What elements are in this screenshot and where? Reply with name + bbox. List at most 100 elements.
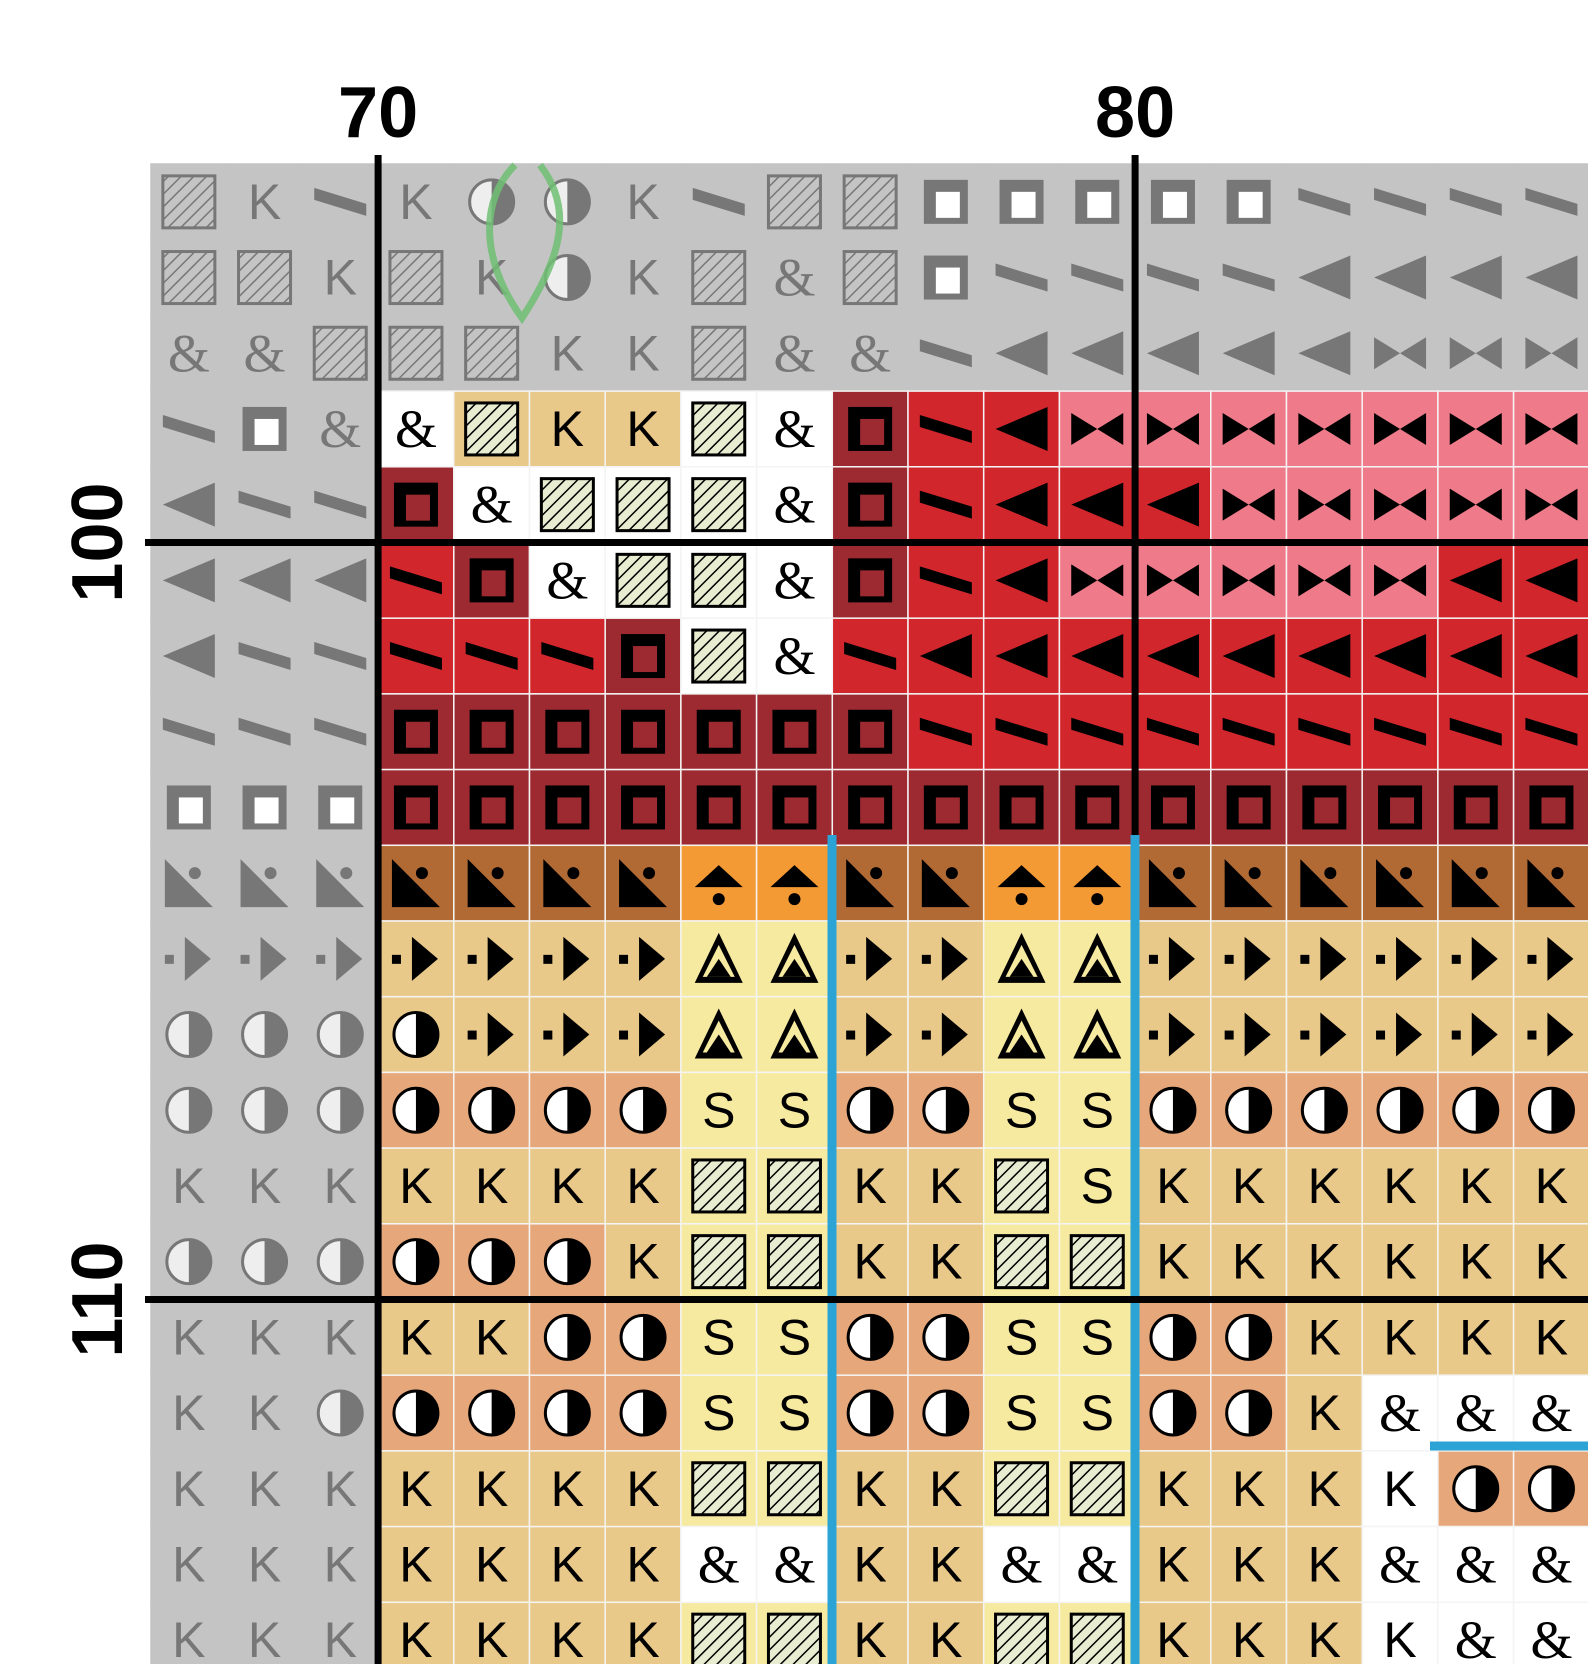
stitch-symbol [1449,634,1502,679]
cell-symbol: K [475,1158,508,1214]
stitch-symbol [1300,1012,1347,1057]
symbol-shape [238,490,291,519]
symbol-shape [691,401,747,457]
symbol-shape [1244,936,1271,981]
symbol-shape [238,558,291,603]
stitch-symbol [464,401,520,457]
stitch-symbol [848,785,893,830]
stitch-symbol [1225,1313,1273,1361]
symbol-shape [1300,1030,1310,1040]
symbol-shape [870,1315,893,1360]
stitch-symbol [691,552,747,608]
symbol-shape [340,867,353,880]
symbol-shape [870,1088,893,1133]
symbol-shape [788,893,801,906]
symbol-shape [1400,867,1413,880]
symbol-shape [1451,954,1461,964]
symbol-shape [340,1088,363,1133]
cell-symbol: K [172,1158,205,1214]
stitch-symbol [237,250,293,306]
symbol-shape [1146,331,1199,376]
cell-symbol: K [1156,1158,1189,1214]
symbol-shape [1015,893,1028,906]
stitch-symbol [464,325,520,381]
symbol-shape [1471,936,1498,981]
symbol-shape [1374,488,1401,521]
stitch-symbol [619,936,666,981]
symbol-shape [945,1315,968,1360]
stitch-symbol [1222,331,1275,376]
stitch-symbol [691,325,747,381]
cell-symbol: K [324,1461,357,1517]
symbol-shape [1376,859,1425,908]
stitch-symbol [621,634,666,679]
stitch-symbol [1224,936,1271,981]
cell-symbol: K [399,1309,432,1365]
cell-symbol: K [626,1612,659,1664]
symbol-shape [161,250,217,306]
symbol-shape [388,250,444,306]
stitch-symbol [1376,1086,1424,1134]
symbol-shape [1551,412,1578,445]
stitch-symbol [691,1158,747,1214]
stitch-symbol [1449,255,1502,300]
cell [1512,1147,1588,1225]
stitch-symbol [468,1389,516,1437]
symbol-shape [1224,859,1273,908]
symbol-shape [860,721,885,748]
stitch-symbol [694,865,743,906]
stitch-symbol [166,785,211,830]
column-label: 70 [338,73,418,153]
symbol-shape [1222,488,1249,521]
symbol-shape [1525,488,1552,521]
cell [377,844,455,922]
symbol-shape [1374,255,1427,300]
stitch-symbol [922,1086,970,1134]
symbol-shape [1069,1461,1125,1517]
cell [907,1601,985,1664]
symbol-shape [336,936,363,981]
stitch-symbol [392,1238,440,1286]
stitch-symbol [467,859,516,908]
cell-symbol: & [1530,1534,1572,1594]
symbol-shape [643,1088,666,1133]
symbol-shape [314,717,367,746]
cell [1058,1298,1136,1376]
symbol-shape [1374,337,1401,370]
symbol-shape [188,1088,211,1133]
stitch-symbol [848,406,893,451]
symbol-shape [567,179,590,224]
symbol-shape [1248,564,1275,597]
cell [150,1298,228,1376]
cell-symbol: K [1308,1158,1341,1214]
row-label: 100 [58,482,138,602]
symbol-shape [941,1012,968,1057]
symbol-shape [866,936,893,981]
stitch-symbol [1150,785,1195,830]
cell-symbol: K [1459,1158,1492,1214]
stitch-symbol [1451,1012,1498,1057]
cell-symbol: K [1383,1158,1416,1214]
cell-symbol: K [929,1612,962,1664]
stitch-symbol [316,1086,364,1134]
cell-symbol: K [248,1536,281,1592]
symbol-shape [1475,867,1488,880]
symbol-shape [766,1461,822,1517]
cell-symbol: & [773,475,815,535]
symbol-shape [464,401,520,457]
symbol-shape [994,1234,1050,1290]
cell-symbol: & [849,323,891,383]
cell [1361,1374,1439,1452]
stitch-symbol [994,1461,1050,1517]
stitch-symbol [314,187,367,216]
stitch-symbol [997,865,1046,906]
stitch-symbol [770,1008,819,1059]
cell-symbol: K [399,1612,432,1664]
symbol-shape [1011,191,1036,218]
cell-symbol: K [1232,1536,1265,1592]
stitch-symbol [691,477,747,533]
stitch-symbol [846,936,893,981]
cell-symbol: K [853,1461,886,1517]
symbol-shape [1300,859,1349,908]
